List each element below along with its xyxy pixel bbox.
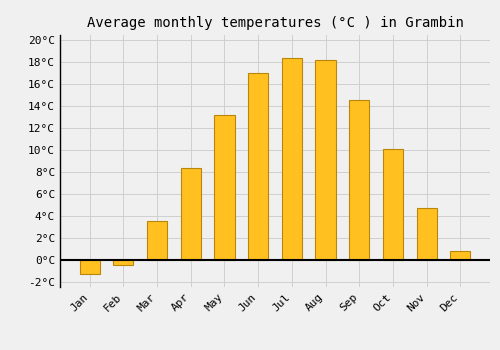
Bar bbox=[248, 74, 268, 260]
Bar bbox=[450, 251, 470, 260]
Bar bbox=[282, 58, 302, 260]
Title: Average monthly temperatures (°C ) in Grambin: Average monthly temperatures (°C ) in Gr… bbox=[86, 16, 464, 30]
Bar bbox=[316, 60, 336, 260]
Bar bbox=[147, 221, 167, 260]
Bar bbox=[383, 149, 403, 260]
Bar bbox=[80, 260, 100, 274]
Bar bbox=[113, 260, 134, 265]
Bar bbox=[180, 168, 201, 260]
Bar bbox=[214, 115, 234, 260]
Bar bbox=[416, 208, 437, 260]
Bar bbox=[349, 100, 370, 260]
